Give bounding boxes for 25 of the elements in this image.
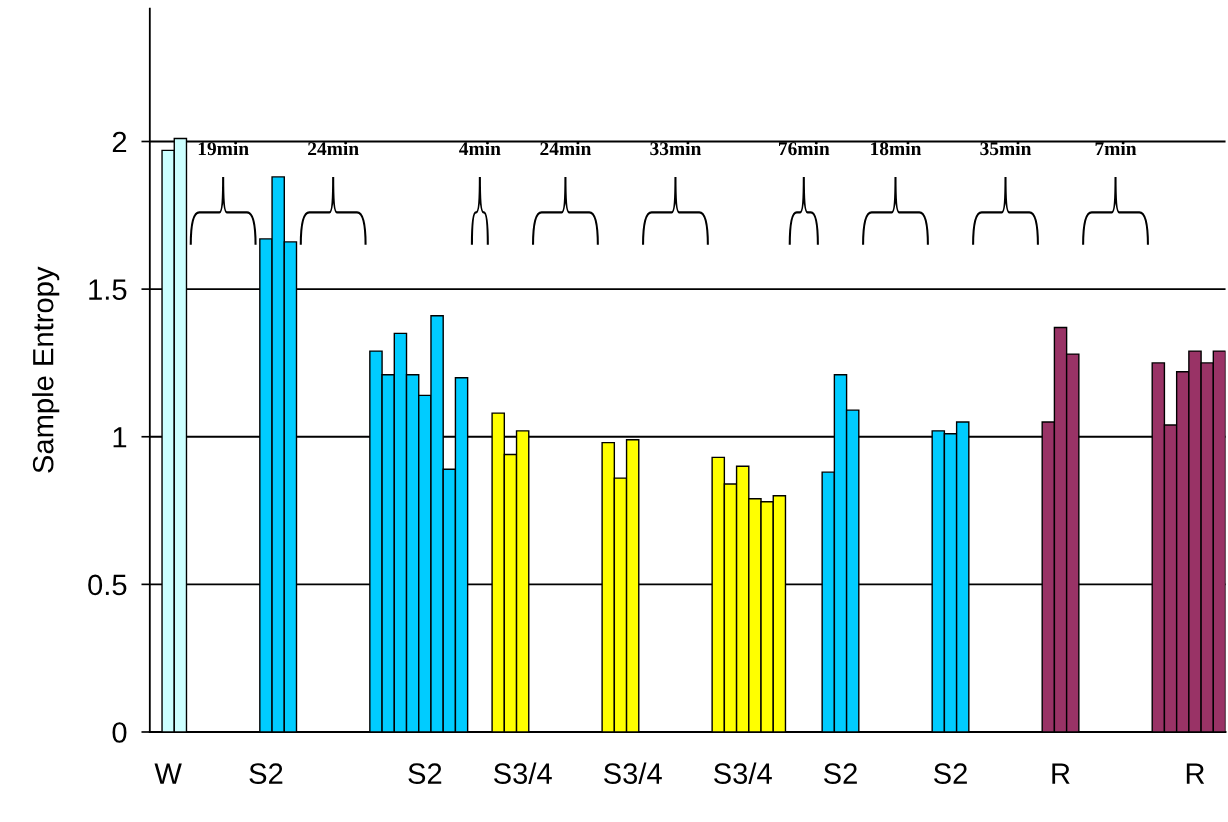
x-tick-label: S2 (408, 763, 442, 784)
annotation: 24min (540, 141, 592, 156)
x-tick-label: S3/4 (714, 762, 772, 784)
y-axis-title: Sample Entropy (32, 266, 60, 473)
annotation: 4min (459, 141, 501, 156)
y-tick-label: 1.5 (89, 279, 127, 300)
x-tick-label: R (1052, 763, 1070, 784)
annotation: 33min (650, 141, 702, 156)
x-tick-label: S2 (249, 763, 283, 784)
y-tick-label: 0.5 (88, 574, 127, 596)
y-tick-label: 0 (112, 722, 127, 743)
annotation: 18min (871, 141, 922, 156)
x-tick-label: S2 (933, 763, 967, 784)
annotation: 76min (778, 141, 830, 156)
x-tick-label: W (154, 763, 182, 784)
annotation: 35min (980, 141, 1032, 156)
y-tick-label: 2 (112, 131, 127, 153)
annotation: 19min (198, 141, 249, 156)
x-tick-label: S3/4 (493, 762, 552, 784)
x-tick-label: S3/4 (604, 762, 662, 784)
annotation: 24min (308, 141, 359, 156)
annotation: 7min (1095, 141, 1137, 156)
x-tick-label: R (1186, 763, 1205, 784)
y-tick-label: 1 (113, 427, 127, 448)
x-tick-label: S2 (823, 763, 857, 784)
